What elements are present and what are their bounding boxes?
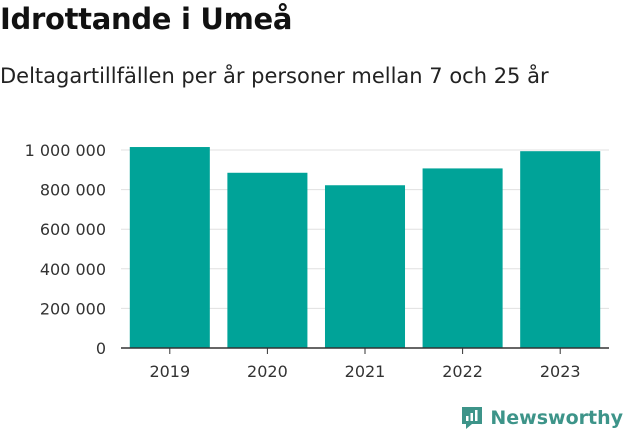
y-tick-label: 600 000 — [40, 220, 106, 239]
bar-2020 — [227, 172, 308, 348]
y-tick-label: 800 000 — [40, 181, 106, 200]
y-tick-label: 1 000 000 — [25, 141, 106, 160]
bar-2019 — [129, 147, 210, 348]
y-tick-label: 0 — [96, 339, 106, 358]
bar-2023 — [520, 151, 601, 348]
x-tick-label: 2021 — [345, 362, 386, 381]
chart-subtitle: Deltagartillfällen per år personer mella… — [0, 64, 549, 88]
newsworthy-logo-icon — [462, 407, 483, 429]
x-tick-label: 2019 — [149, 362, 190, 381]
bar-2021 — [324, 185, 406, 348]
chart-title: Idrottande i Umeå — [0, 2, 293, 36]
newsworthy-logo: Newsworthy — [460, 405, 623, 431]
bar-2022 — [422, 168, 503, 348]
x-tick-label: 2022 — [442, 362, 483, 381]
y-tick-label: 200 000 — [40, 299, 106, 318]
newsworthy-logo-text: Newsworthy — [490, 407, 623, 429]
x-tick-label: 2023 — [540, 362, 581, 381]
x-tick-label: 2020 — [247, 362, 288, 381]
y-tick-label: 400 000 — [40, 260, 106, 279]
